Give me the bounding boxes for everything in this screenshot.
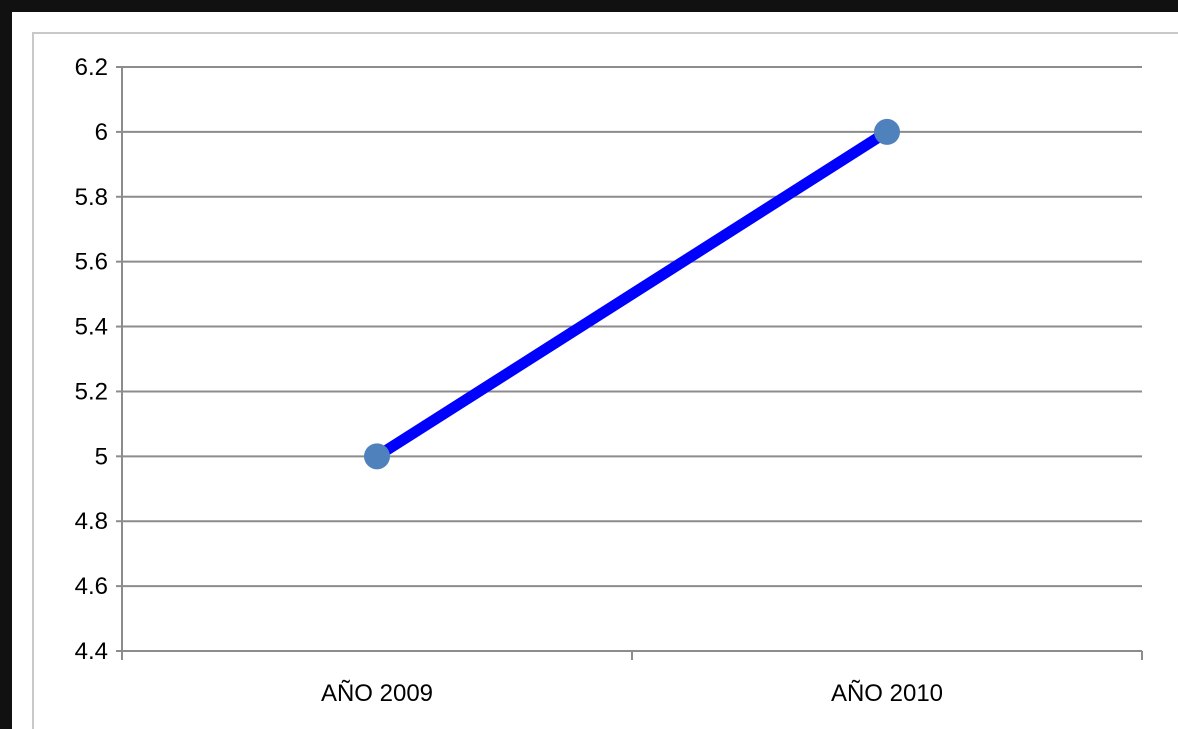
y-tick-label: 6 <box>95 119 108 146</box>
y-tick-label: 6.2 <box>75 54 108 81</box>
y-tick-label: 4.4 <box>75 638 108 665</box>
series <box>364 118 900 470</box>
y-tick-label: 5.2 <box>75 378 108 405</box>
axes <box>121 67 1142 659</box>
chart-area <box>32 32 1178 729</box>
gridlines <box>122 66 1142 588</box>
y-tick-label: 5 <box>95 443 108 470</box>
data-point <box>364 443 390 470</box>
y-axis-ticks: 4.4 4.6 4.8 5 5.2 5.4 5.6 5.8 6 6.2 <box>75 54 122 665</box>
x-axis-ticks: AÑO 2009 AÑO 2010 <box>121 651 1143 707</box>
y-tick-label: 4.8 <box>75 508 108 535</box>
y-tick-label: 5.6 <box>75 249 108 276</box>
series-line <box>371 126 893 462</box>
y-tick-label: 5.8 <box>75 184 108 211</box>
data-point <box>874 118 900 145</box>
x-tick-label: AÑO 2010 <box>831 680 943 707</box>
y-tick-label: 4.6 <box>75 573 108 600</box>
y-tick-label: 5.4 <box>75 314 108 341</box>
x-tick-label: AÑO 2009 <box>321 680 433 707</box>
